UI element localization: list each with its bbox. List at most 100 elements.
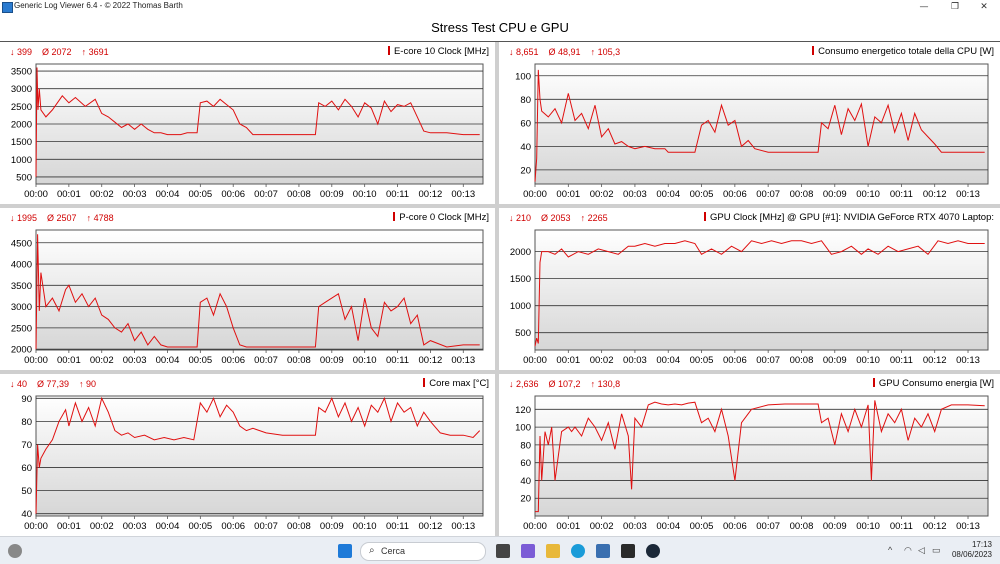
y-tick-label: 1000 [11,155,32,166]
stat-min: ↓ 210 [509,213,532,223]
search-input[interactable]: ⌕ Cerca [360,542,486,561]
chart-stats: ↓ 210 Ø 2053 ↑ 2265 [509,213,618,223]
stat-max: ↑ 90 [79,379,97,389]
x-tick-label: 00:03 [623,189,647,200]
stat-avg: Ø 48,91 [548,47,581,57]
x-tick-label: 00:03 [123,189,147,200]
x-tick-label: 00:06 [221,189,245,200]
edge-icon[interactable] [571,544,585,558]
chart-title-text: GPU Consumo energia [W] [878,378,994,389]
chart-stats: ↓ 1995 Ø 2507 ↑ 4788 [10,213,124,223]
x-tick-label: 00:03 [623,355,647,366]
y-tick-label: 2500 [11,323,32,334]
x-tick-label: 00:11 [386,189,409,200]
store-icon[interactable] [596,544,610,558]
x-tick-label: 00:06 [723,521,747,532]
y-tick-label: 2000 [510,247,531,258]
y-tick-label: 4500 [11,238,32,249]
x-tick-label: 00:10 [353,521,377,532]
legend-swatch [872,378,875,387]
legend-swatch [387,46,390,55]
start-icon[interactable] [338,544,352,558]
x-tick-label: 00:05 [690,189,714,200]
stat-max: ↑ 2265 [580,213,608,223]
x-tick-label: 00:00 [523,521,547,532]
series-line [35,396,481,514]
title-separator [0,41,1000,42]
chart-panel-core-temp: 40 50 60 70 80 90 00:00 00:01 00:02 00:03 00:04 00:… [0,374,495,536]
y-tick-label: 1500 [510,274,531,285]
y-tick-label: 40 [520,476,531,487]
x-tick-label: 00:02 [590,521,614,532]
x-tick-label: 00:09 [823,355,847,366]
chart-title: E-core 10 Clock [MHz] [387,46,489,57]
log-viewer-taskbar-icon[interactable] [621,544,635,558]
chart-svg: 20 40 60 80 100 120 00:00 00:01 00:02 00:03 00:04 0… [515,395,989,532]
x-tick-label: 00:02 [90,189,114,200]
x-tick-label: 00:11 [890,521,913,532]
stat-max: ↑ 130,8 [590,379,621,389]
x-tick-label: 00:11 [386,355,409,366]
x-tick-label: 00:09 [320,521,344,532]
x-tick-label: 00:00 [24,189,48,200]
x-tick-label: 00:02 [90,521,114,532]
y-tick-label: 3000 [11,302,32,313]
y-tick-label: 80 [520,95,531,106]
close-button[interactable]: ✕ [980,2,988,12]
x-tick-label: 00:06 [723,189,747,200]
wifi-icon[interactable]: ◠ [904,545,912,555]
chart-svg: 40 50 60 70 80 90 00:00 00:01 00:02 00:03 00:04 00:… [21,394,484,532]
taskbar-clock[interactable]: 17:13 08/06/2023 [952,540,992,560]
y-tick-label: 3500 [11,281,32,292]
stat-avg: Ø 77,39 [37,379,70,389]
chat-icon[interactable] [521,544,535,558]
x-tick-label: 00:12 [419,355,443,366]
x-tick-label: 00:09 [320,355,344,366]
task-view-icon[interactable] [496,544,510,558]
minimize-button[interactable]: — [919,2,929,12]
chart-panel-cpu-power: 20 40 60 80 100 00:00 00:01 00:02 00:03 00:04 00:0… [499,42,1000,204]
legend-swatch [423,378,426,387]
widgets-icon[interactable] [8,544,22,558]
x-tick-label: 00:07 [254,355,278,366]
y-tick-label: 500 [515,328,531,339]
x-tick-label: 00:01 [556,521,580,532]
stat-max: ↑ 105,3 [590,47,621,57]
chart-title: GPU Clock [MHz] @ GPU [#1]: NVIDIA GeFor… [703,212,994,223]
x-tick-label: 00:07 [756,521,780,532]
tray-chevron-icon[interactable]: ^ [888,545,893,555]
plot-area [534,395,989,517]
legend-swatch [393,212,396,221]
series-line [535,400,985,513]
chart-title: P-core 0 Clock [MHz] [393,212,489,223]
x-tick-label: 00:10 [856,189,880,200]
volume-icon[interactable]: ◁ [918,545,925,555]
y-tick-label: 60 [520,118,531,129]
window-titlebar: Generic Log Viewer 6.4 - © 2022 Thomas B… [0,0,1000,14]
battery-icon[interactable]: ▭ [932,545,941,555]
x-tick-label: 00:12 [419,521,443,532]
series-line [35,234,480,350]
x-tick-label: 00:02 [90,355,114,366]
window-title: Generic Log Viewer 6.4 - © 2022 Thomas B… [14,1,183,10]
panel-divider-row-1 [0,204,1000,208]
stat-min: ↓ 1995 [10,213,38,223]
x-tick-label: 00:05 [188,521,212,532]
x-tick-label: 00:02 [590,355,614,366]
steam-icon[interactable] [646,544,660,558]
y-tick-label: 1000 [510,301,531,312]
maximize-button[interactable]: ❐ [950,2,960,12]
x-tick-label: 00:12 [923,189,947,200]
file-explorer-icon[interactable] [546,544,560,558]
series-line [534,69,985,182]
y-tick-label: 3500 [11,67,32,78]
stat-min: ↓ 40 [10,379,28,389]
x-tick-label: 00:04 [656,521,680,532]
x-tick-label: 00:00 [24,521,48,532]
x-tick-label: 00:05 [188,355,212,366]
x-tick-label: 00:12 [923,521,947,532]
x-tick-label: 00:04 [656,189,680,200]
chart-title-text: Consumo energetico totale della CPU [W] [818,46,994,57]
x-tick-label: 00:08 [790,521,814,532]
stat-avg: Ø 2072 [42,47,72,57]
